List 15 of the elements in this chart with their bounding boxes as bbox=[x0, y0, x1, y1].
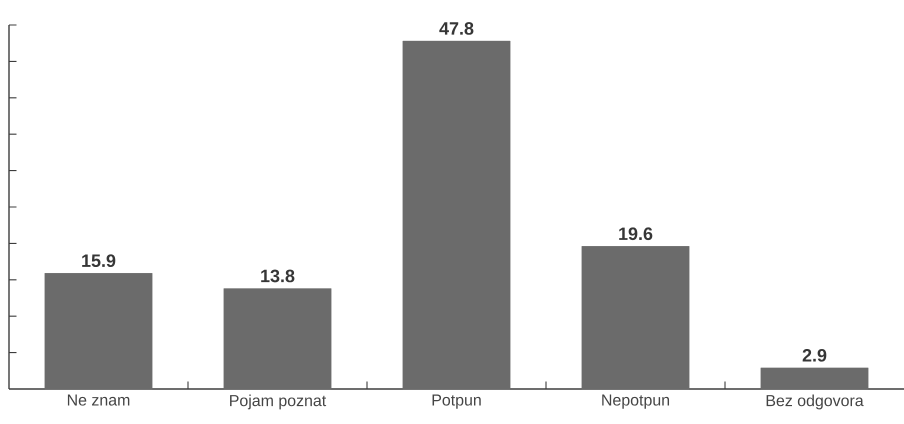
data-label: 19.6 bbox=[619, 227, 652, 240]
bar bbox=[582, 246, 690, 390]
bar bbox=[224, 288, 332, 390]
x-tick-label: Potpun bbox=[432, 394, 481, 409]
bar bbox=[44, 273, 152, 390]
data-label: 47.8 bbox=[439, 22, 474, 35]
bar bbox=[402, 40, 510, 390]
x-tick-label: Pojam poznat bbox=[230, 394, 326, 410]
data-label: 13.8 bbox=[261, 270, 294, 282]
x-tick-label: Nepotpun bbox=[602, 394, 670, 409]
bar bbox=[760, 368, 868, 390]
x-tick-label: Bez odgovora bbox=[766, 394, 864, 410]
data-label: 2.9 bbox=[802, 348, 826, 362]
data-label: 15.9 bbox=[82, 254, 116, 268]
x-tick-label: Ne znam bbox=[68, 394, 130, 406]
